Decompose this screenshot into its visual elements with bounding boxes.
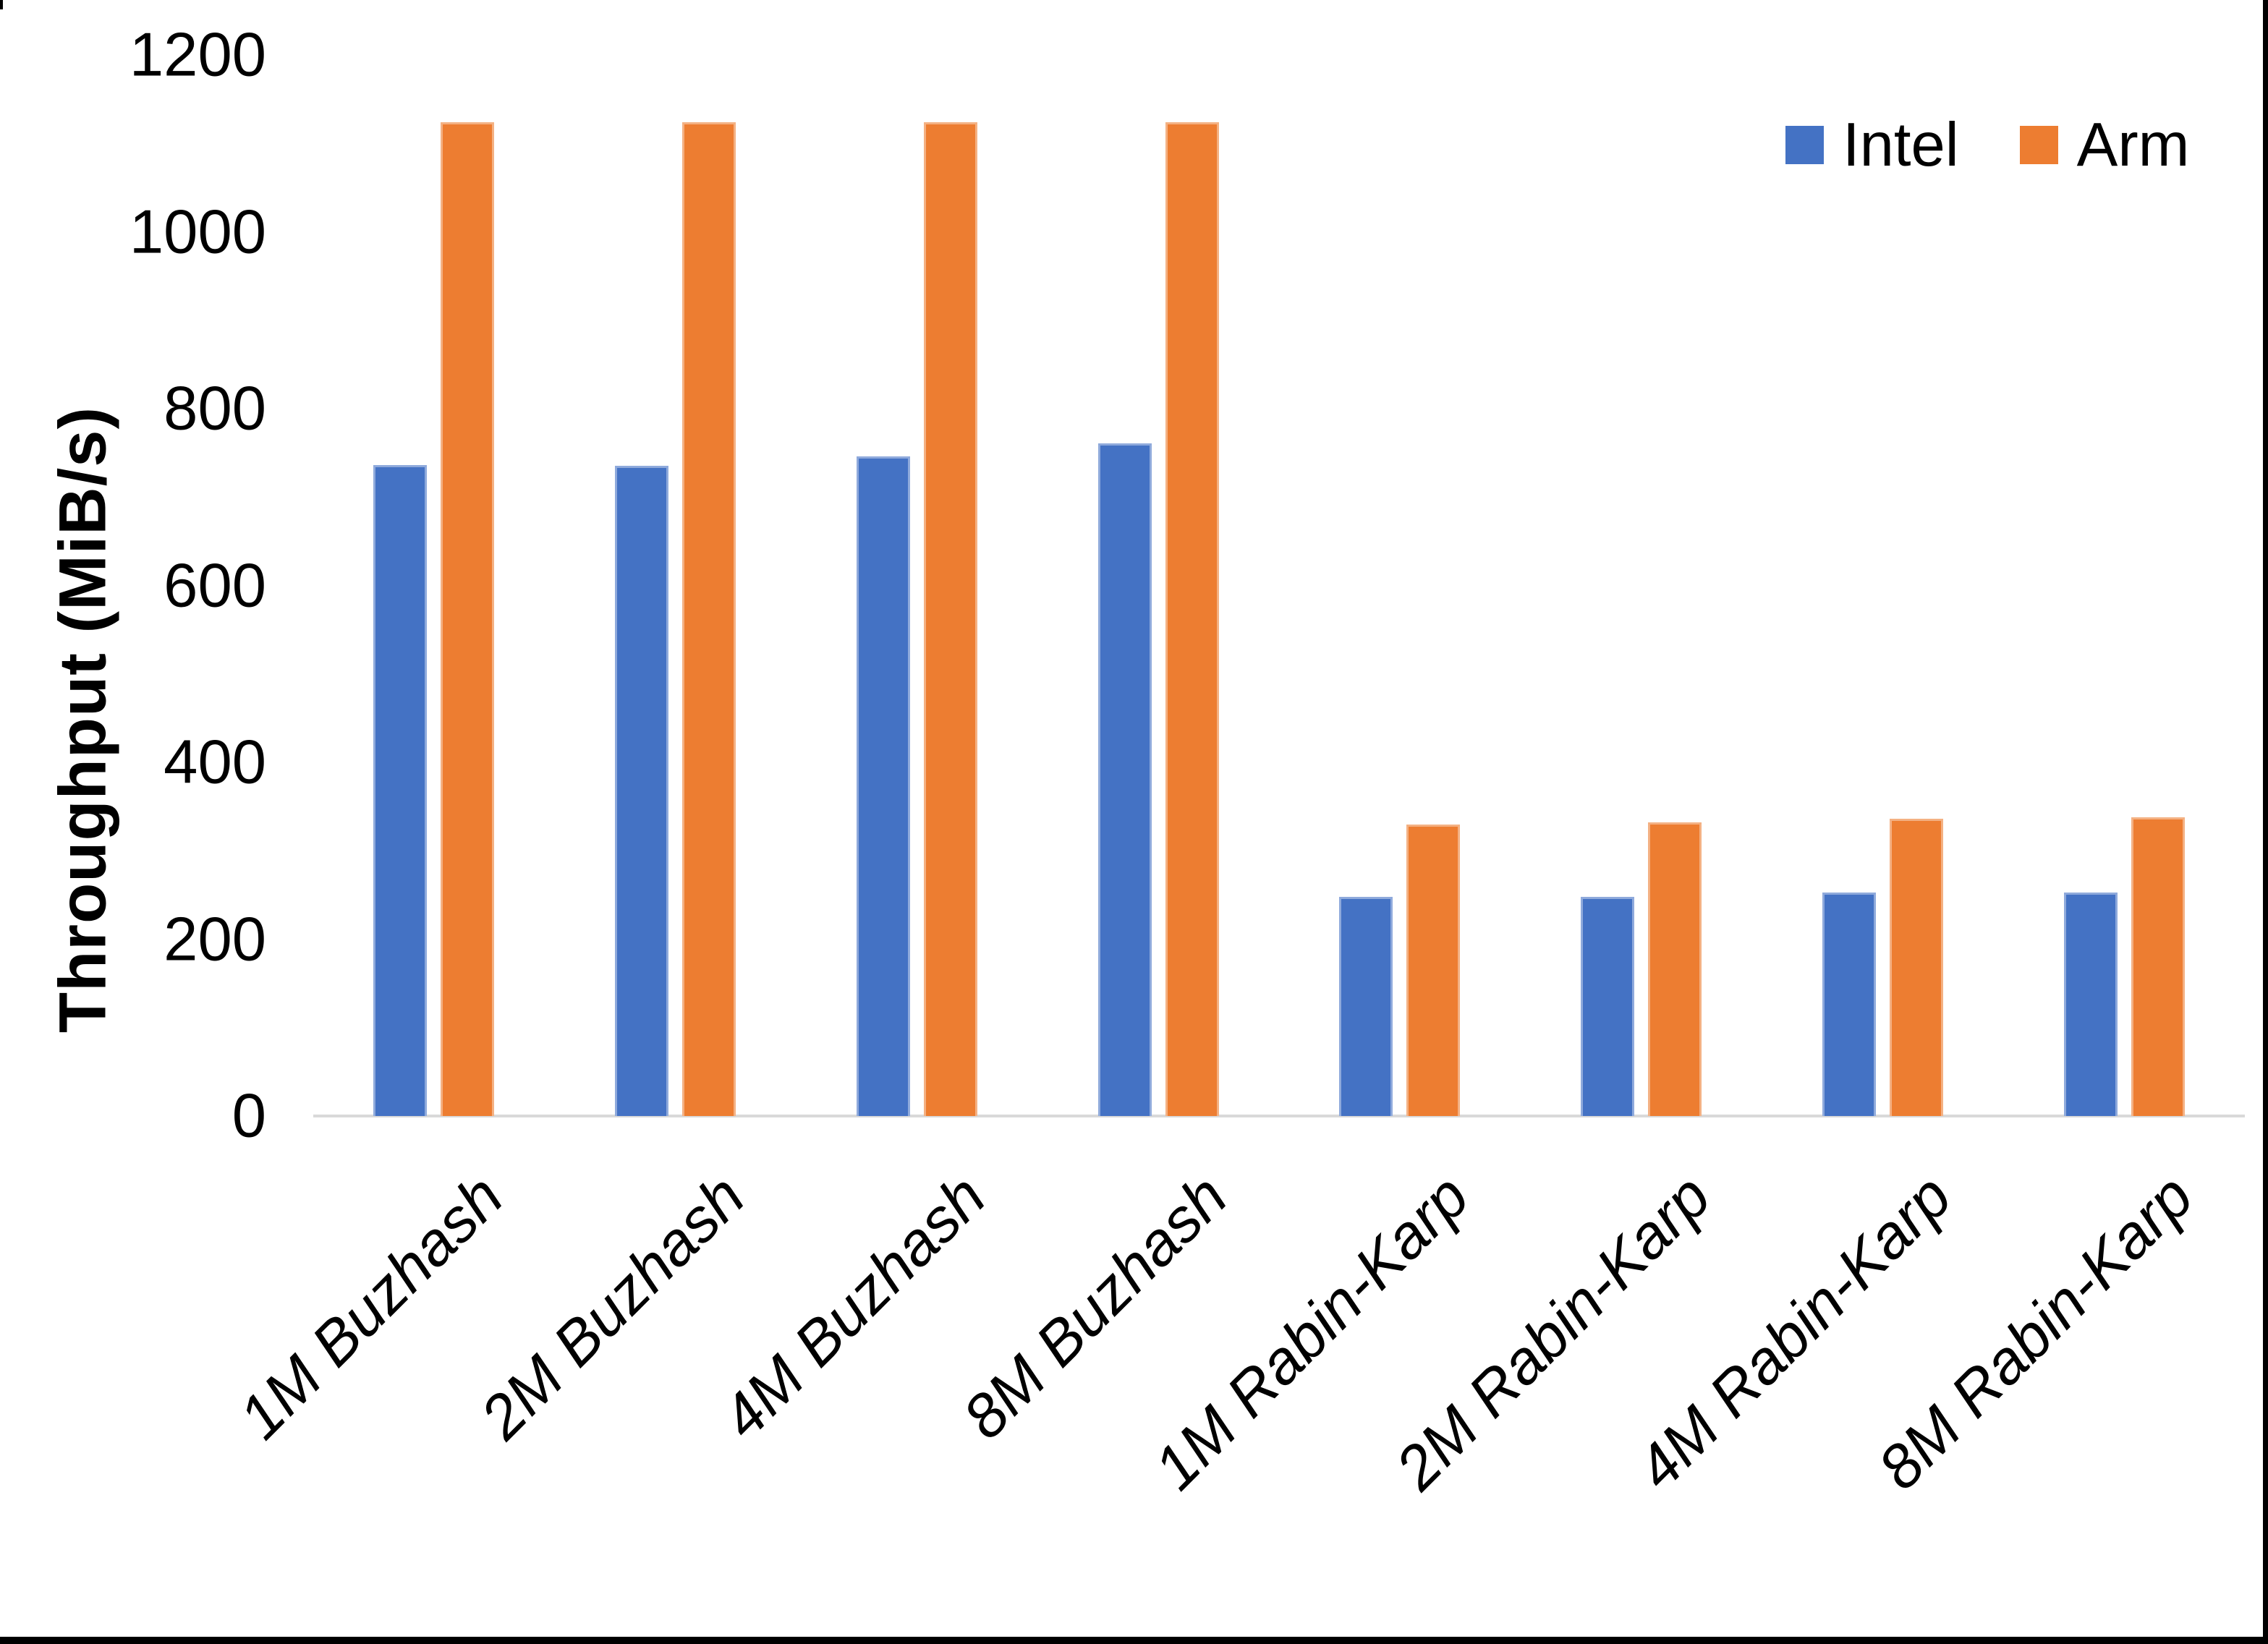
- bar-arm-2m-buzhash: [682, 122, 736, 1116]
- bar-intel-2m-rabin-karp: [1581, 897, 1635, 1116]
- bar-arm-1m-buzhash: [441, 122, 495, 1116]
- bar-intel-2m-buzhash: [615, 466, 669, 1116]
- frame-corner-mark: [0, 0, 3, 9]
- bar-intel-4m-rabin-karp: [1822, 893, 1876, 1116]
- y-tick-label-200: 200: [163, 905, 266, 974]
- legend: Intel Arm: [1785, 114, 2189, 176]
- bar-arm-8m-buzhash: [1165, 122, 1219, 1116]
- bar-arm-2m-rabin-karp: [1648, 822, 1702, 1116]
- frame-border-right: [2263, 0, 2268, 1644]
- bar-arm-1m-rabin-karp: [1406, 825, 1461, 1116]
- bar-intel-4m-buzhash: [856, 456, 910, 1116]
- bar-intel-1m-rabin-karp: [1339, 897, 1393, 1116]
- y-tick-label-0: 0: [232, 1081, 266, 1151]
- bar-intel-8m-buzhash: [1097, 443, 1152, 1116]
- legend-label-arm: Arm: [2076, 111, 2190, 179]
- y-tick-label-800: 800: [163, 374, 266, 443]
- x-axis-line: [313, 1115, 2245, 1117]
- legend-label-intel: Intel: [1843, 111, 1959, 179]
- y-tick-label-1000: 1000: [129, 197, 266, 266]
- frame-border-bottom: [0, 1637, 2268, 1644]
- y-tick-label-1200: 1200: [129, 20, 266, 90]
- legend-swatch-arm: [2019, 126, 2058, 164]
- y-tick-label-400: 400: [163, 728, 266, 797]
- legend-item-intel: Intel: [1785, 114, 1959, 176]
- legend-item-arm: Arm: [2019, 111, 2190, 179]
- bar-arm-4m-rabin-karp: [1889, 819, 1943, 1116]
- bar-arm-4m-buzhash: [923, 122, 977, 1116]
- bar-intel-1m-buzhash: [373, 465, 428, 1116]
- y-tick-label-600: 600: [163, 551, 266, 620]
- bar-arm-8m-rabin-karp: [2131, 817, 2185, 1116]
- legend-swatch-intel: [1785, 126, 1824, 164]
- bar-intel-8m-rabin-karp: [2063, 893, 2118, 1116]
